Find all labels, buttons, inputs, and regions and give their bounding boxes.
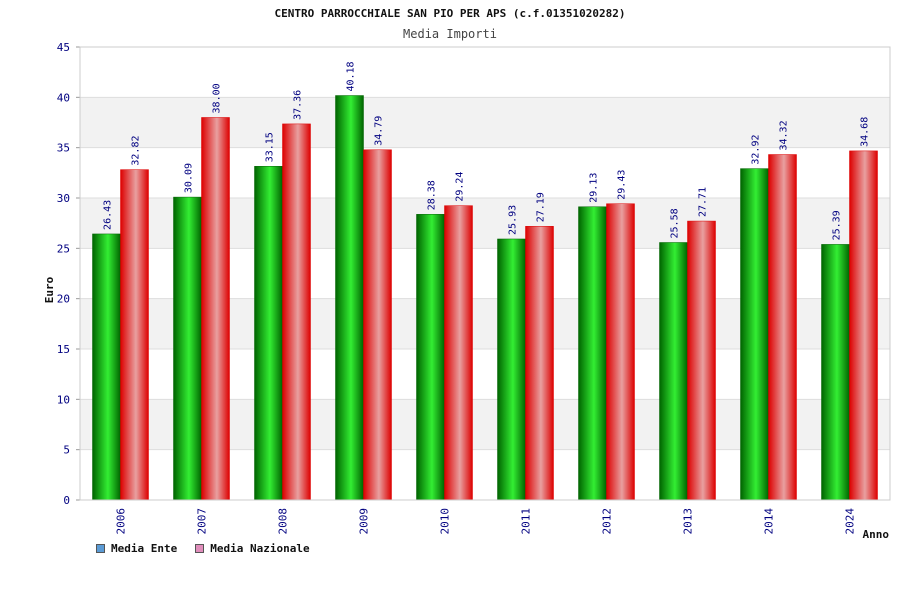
axes: 0 5 10 15 20 25 30 35 40 45 2006 2007 2008 2009 2010 20…	[57, 41, 891, 535]
y-tick-label: 40	[57, 91, 70, 104]
y-tick-label: 20	[57, 293, 70, 306]
bar-media-ente-2014	[740, 168, 769, 501]
bar-media-ente-2007	[173, 196, 202, 501]
x-tick-label: 2013	[682, 508, 695, 535]
y-tick-label: 0	[63, 494, 70, 507]
data-label: 32.92	[751, 134, 762, 164]
x-axis-label: Anno	[863, 528, 890, 541]
data-label: 34.68	[860, 117, 871, 147]
data-label: 27.71	[698, 187, 709, 217]
legend-swatch-media-nazionale	[195, 544, 205, 553]
legend-swatch-media-ente	[96, 544, 105, 553]
data-labels: 26.43 32.82 30.09 38.00 33.15 37.36 40.18 34.79…	[103, 61, 871, 240]
bar-media-nazionale-2014	[768, 154, 797, 501]
data-label: 25.93	[508, 205, 519, 235]
y-axis-label: Euro	[43, 276, 56, 303]
bar-media-ente-2010	[416, 214, 445, 501]
data-label: 38.00	[212, 83, 223, 113]
chart-subtitle: Media Importi	[403, 27, 497, 41]
data-label: 28.38	[427, 180, 438, 210]
legend-item-media-nazionale: Media Nazionale	[195, 542, 310, 555]
legend: Media Ente Media Nazionale	[96, 542, 310, 555]
bar-media-nazionale-2006	[120, 169, 149, 501]
data-label: 25.58	[670, 208, 681, 238]
bar-media-nazionale-2007	[201, 117, 230, 501]
bar-media-nazionale-2010	[444, 205, 473, 501]
data-label: 32.82	[131, 136, 142, 166]
data-label: 29.24	[455, 172, 466, 202]
bar-media-ente-2006	[92, 233, 121, 501]
plot-frame	[79, 46, 891, 501]
data-label: 34.32	[779, 120, 790, 150]
bar-media-nazionale-2011	[525, 226, 554, 501]
bar-media-ente-2013	[659, 242, 688, 501]
bar-media-nazionale-2012	[606, 203, 635, 501]
legend-label-media-nazionale: Media Nazionale	[210, 542, 310, 555]
data-label: 37.36	[293, 90, 304, 120]
chart-title: CENTRO PARROCCHIALE SAN PIO PER APS (c.f…	[275, 7, 626, 20]
y-tick-label: 45	[57, 41, 70, 54]
data-label: 29.13	[589, 173, 600, 203]
bar-media-ente-2009	[335, 95, 364, 501]
y-tick-label: 15	[57, 343, 70, 356]
bar-media-nazionale-2009	[363, 149, 392, 501]
y-tick-label: 25	[57, 242, 70, 255]
y-tick-label: 35	[57, 142, 70, 155]
legend-item-media-ente: Media Ente	[96, 542, 177, 555]
data-label: 26.43	[103, 200, 114, 230]
x-tick-label: 2024	[844, 508, 857, 535]
y-tick-label: 5	[63, 444, 70, 457]
bars	[92, 95, 878, 501]
x-tick-label: 2011	[520, 508, 533, 535]
x-tick-label: 2007	[196, 508, 209, 535]
plot-band	[80, 47, 890, 98]
bar-media-ente-2008	[254, 166, 283, 501]
bar-media-nazionale-2024	[849, 150, 878, 501]
x-tick-label: 2010	[439, 508, 452, 535]
bar-media-nazionale-2008	[282, 123, 311, 501]
y-tick-label: 10	[57, 393, 70, 406]
y-tick-label: 30	[57, 192, 70, 205]
data-label: 29.43	[617, 170, 628, 200]
bar-media-ente-2011	[497, 238, 526, 501]
data-label: 25.39	[832, 210, 843, 240]
bar-media-ente-2012	[578, 206, 607, 501]
x-tick-label: 2008	[277, 508, 290, 535]
data-label: 34.79	[374, 116, 385, 146]
bar-media-ente-2024	[821, 244, 850, 501]
data-label: 40.18	[346, 61, 357, 91]
bar-media-nazionale-2013	[687, 220, 716, 501]
data-label: 30.09	[184, 163, 195, 193]
data-label: 33.15	[265, 132, 276, 162]
x-tick-label: 2014	[763, 508, 776, 535]
legend-label-media-ente: Media Ente	[111, 542, 178, 555]
x-tick-label: 2012	[601, 508, 614, 535]
x-tick-label: 2006	[115, 508, 128, 535]
data-label: 27.19	[536, 192, 547, 222]
x-tick-label: 2009	[358, 508, 371, 535]
